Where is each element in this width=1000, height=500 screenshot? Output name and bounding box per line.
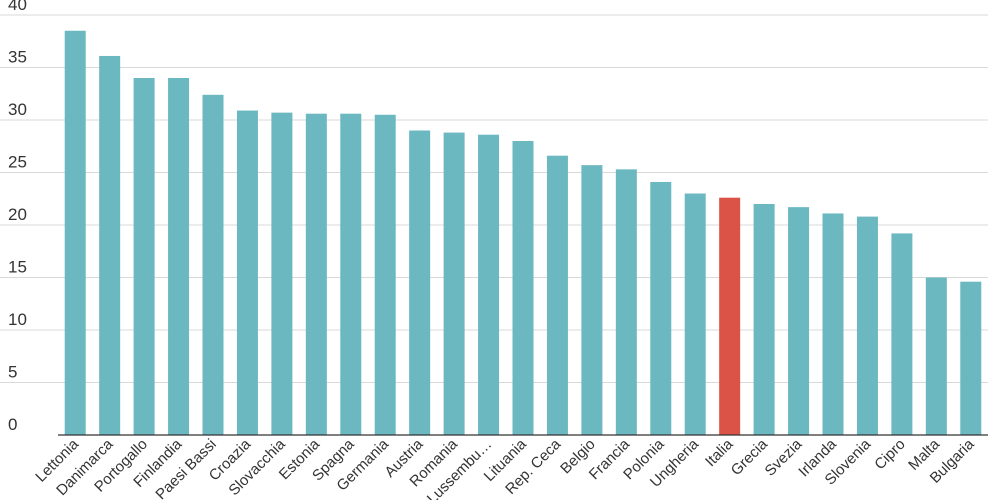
bar-finlandia [168, 78, 190, 435]
bar-lussemburgo [478, 134, 500, 435]
bar-bulgaria [960, 281, 982, 435]
bar-germania [374, 114, 396, 435]
bar-cipro [891, 233, 913, 435]
y-tick-label: 25 [8, 153, 27, 172]
y-tick-label: 30 [8, 100, 27, 119]
bar-svezia [788, 207, 810, 435]
bar-paesi-bassi [202, 94, 224, 436]
bar-belgio [581, 165, 603, 435]
y-tick-label: 20 [8, 205, 27, 224]
y-tick-label: 10 [8, 310, 27, 329]
bar-ungheria [684, 193, 706, 435]
bar-grecia [753, 204, 775, 435]
bar-francia [615, 169, 637, 435]
x-tick-label: Grecia [728, 435, 772, 479]
bar-estonia [305, 113, 327, 435]
bar-spagna [340, 113, 362, 435]
x-axis-ticks: LettoniaDanimarcaPortogalloFinlandiaPaes… [32, 435, 978, 500]
bars [64, 30, 982, 436]
bar-slovenia [856, 216, 878, 435]
bar-lituania [512, 141, 534, 435]
bar-slovacchia [271, 112, 293, 436]
bar-irlanda [822, 213, 844, 435]
bar-malta [925, 277, 947, 435]
bar-romania [443, 132, 465, 435]
y-tick-label: 15 [8, 258, 27, 277]
bar-croazia [236, 110, 258, 436]
bar-polonia [650, 181, 672, 435]
y-tick-label: 0 [8, 415, 17, 434]
bar-italia [719, 197, 741, 435]
x-tick-label: Cipro [871, 436, 908, 473]
y-axis-ticks: 0 5 10 15 20 25 30 35 40 [8, 0, 27, 434]
bar-portogallo [133, 78, 155, 435]
y-tick-label: 40 [8, 0, 27, 14]
y-tick-label: 5 [8, 363, 17, 382]
bar-rep-ceca [546, 155, 568, 435]
bar-austria [409, 130, 431, 435]
bar-lettonia [64, 30, 86, 435]
y-tick-label: 35 [8, 48, 27, 67]
bar-danimarca [99, 55, 121, 435]
